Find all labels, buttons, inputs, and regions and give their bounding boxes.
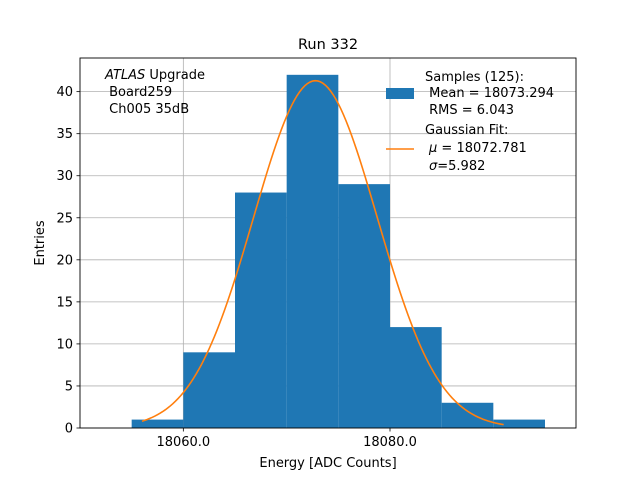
histogram-bar [390,327,442,428]
y-tick-label: 15 [56,295,73,310]
y-tick-label: 20 [56,253,73,268]
axis-ticks: 0 5 10 15 20 25 30 35 40 18060.0 18080.0 [56,85,416,450]
atlas-annotation: ATLAS Upgrade Board259 Ch005 35dB [104,68,205,117]
legend-samples-line-1: Samples (125): [425,70,524,85]
legend: Samples (125): Mean = 18073.294 RMS = 6.… [386,70,554,174]
legend-mu-value: = 18072.781 [437,141,526,156]
legend-samples-line-3: RMS = 6.043 [425,103,514,118]
plot-frame [79,57,577,429]
histogram-bars [131,74,545,429]
legend-samples-swatch [386,88,414,99]
histogram-bar [131,419,184,428]
y-tick-label: 30 [56,169,73,184]
annotation-line-3: Ch005 35dB [105,102,189,117]
legend-sigma-value: =5.982 [437,159,485,174]
legend-samples-line-2: Mean = 18073.294 [425,86,554,101]
y-tick-label: 10 [56,337,73,352]
annotation-line-1: ATLAS Upgrade [104,68,205,83]
legend-sigma-symbol: σ [429,159,438,174]
y-tick-label: 5 [65,379,73,394]
annotation-atlas-italic: ATLAS [104,68,145,83]
histogram-bar [183,352,235,428]
gaussian-fit-curve [141,79,504,426]
histogram-bar [338,184,390,428]
legend-fit-line-3: σ=5.982 [429,159,485,174]
legend-fit-line-1: Gaussian Fit: [425,123,508,138]
y-tick-label: 35 [56,127,73,142]
annotation-upgrade: Upgrade [145,68,205,83]
y-tick-label: 0 [65,422,73,437]
x-tick-label: 18060.0 [156,435,210,450]
legend-mu-symbol: μ [428,141,437,156]
histogram-bar [235,192,287,428]
histogram-bar [286,74,339,429]
histogram-bar [493,419,545,428]
y-axis-label: Entries [33,220,48,266]
histogram-bar [441,402,494,428]
legend-fit-line-2: μ = 18072.781 [428,141,527,156]
chart-title: Run 332 [298,37,358,53]
y-tick-label: 40 [56,85,73,100]
y-tick-label: 25 [56,211,73,226]
annotation-line-2: Board259 [105,85,172,100]
x-axis-label: Energy [ADC Counts] [259,456,396,471]
x-tick-label: 18080.0 [363,435,417,450]
